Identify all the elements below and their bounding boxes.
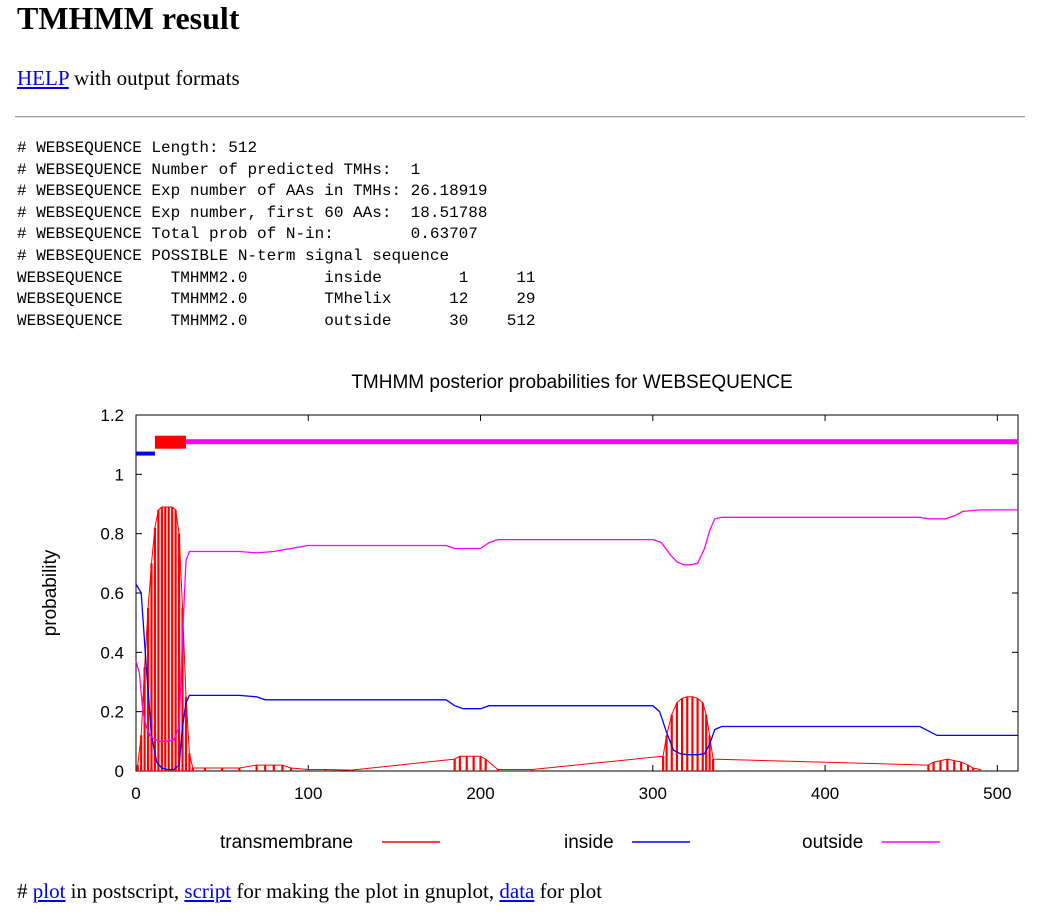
y-tick-label: 0.2: [100, 703, 124, 722]
legend-label-outside: outside: [802, 832, 863, 853]
topology-cell-region: outside: [324, 311, 392, 330]
topology-cell-seq: WEBSEQUENCE: [17, 268, 123, 287]
topology-row: WEBSEQUENCE TMHMM2.0 TMhelix 12 29: [17, 290, 536, 308]
footer-text-1: in postscript,: [65, 879, 185, 903]
x-tick-label: 0: [131, 784, 140, 803]
footer-line: # plot in postscript, script for making …: [17, 879, 602, 904]
x-tick-label: 300: [639, 784, 667, 803]
topology-cell-start: 30: [449, 311, 469, 330]
help-link[interactable]: HELP: [17, 66, 69, 90]
outside-series-line: [135, 509, 1018, 742]
horizontal-rule: [15, 116, 1025, 118]
topology-cell-start: 1: [458, 268, 469, 287]
topology-cell-end: 11: [516, 268, 536, 287]
footer-text-2: for making the plot in gnuplot,: [231, 879, 500, 903]
inside-series-line: [135, 583, 1018, 771]
y-tick-label: 0.8: [100, 525, 124, 544]
help-line: HELP with output formats: [17, 66, 240, 91]
summary-line: # WEBSEQUENCE Exp number of AAs in TMHs:…: [17, 182, 488, 201]
chart-title: TMHMM posterior probabilities for WEBSEQ…: [351, 372, 792, 393]
footer-text-3: for plot: [534, 879, 603, 903]
x-tick-label: 500: [983, 784, 1011, 803]
topology-cell-region: TMhelix: [324, 290, 392, 309]
script-link[interactable]: script: [184, 879, 232, 903]
y-tick-label: 0.4: [100, 643, 124, 662]
topology-cell-end: 29: [516, 290, 536, 309]
topology-inside: [136, 451, 155, 456]
topology-cell-method: TMHMM2.0: [170, 268, 248, 287]
topology-cell-seq: WEBSEQUENCE: [17, 311, 123, 330]
topology-cell-start: 12: [449, 290, 469, 309]
x-tick-label: 100: [294, 784, 322, 803]
summary-line: # WEBSEQUENCE POSSIBLE N-term signal seq…: [17, 246, 450, 265]
summary-line: # WEBSEQUENCE Number of predicted TMHs: …: [17, 160, 421, 179]
posterior-probability-chart: TMHMM posterior probabilities for WEBSEQ…: [40, 372, 1019, 853]
summary-line: # WEBSEQUENCE Length: 512: [17, 139, 258, 157]
prediction-summary: # WEBSEQUENCE Length: 512 # WEBSEQUENCE …: [17, 138, 536, 332]
y-axis-label: probability: [40, 549, 61, 636]
plot-link[interactable]: plot: [32, 879, 66, 903]
page-title: TMHMM result: [17, 0, 240, 36]
legend-label-transmembrane: transmembrane: [220, 832, 353, 853]
legend-label-inside: inside: [564, 832, 614, 853]
topology-cell-region: inside: [324, 268, 382, 287]
topology-cell-method: TMHMM2.0: [170, 290, 248, 309]
footer-hash: #: [17, 879, 33, 903]
topology-cell-end: 512: [506, 311, 536, 330]
y-tick-label: 1: [115, 465, 124, 484]
summary-line: # WEBSEQUENCE Exp number, first 60 AAs: …: [17, 203, 488, 222]
y-tick-label: 0.6: [100, 584, 124, 603]
topology-outside: [185, 439, 1018, 445]
x-tick-label: 200: [466, 784, 494, 803]
help-suffix: with output formats: [68, 66, 240, 90]
x-tick-label: 400: [811, 784, 839, 803]
plot-frame: [135, 414, 1019, 772]
topology-row: WEBSEQUENCE TMHMM2.0 outside 30 512: [17, 312, 536, 330]
transmembrane-envelope: [137, 506, 981, 771]
topology-cell-method: TMHMM2.0: [170, 311, 248, 330]
data-link[interactable]: data: [499, 879, 535, 903]
topology-row: WEBSEQUENCE TMHMM2.0 inside 1 11: [17, 269, 536, 287]
y-tick-label: 0: [115, 762, 124, 781]
topology-cell-seq: WEBSEQUENCE: [17, 290, 123, 309]
summary-line: # WEBSEQUENCE Total prob of N-in: 0.6370…: [17, 225, 478, 244]
y-tick-label: 1.2: [100, 406, 124, 425]
topology-tmhelix: [154, 435, 186, 449]
